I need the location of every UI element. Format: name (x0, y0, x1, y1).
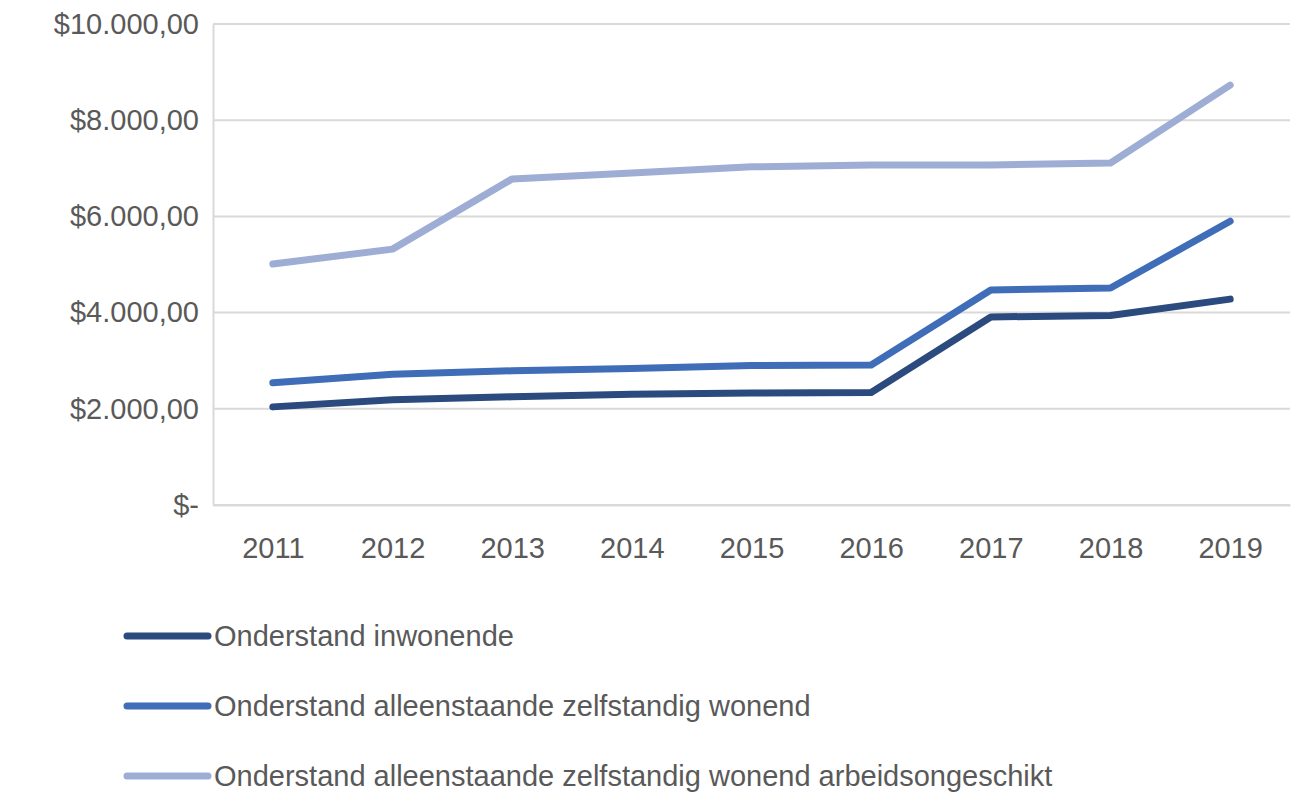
x-tick-label: 2016 (839, 532, 904, 564)
grid-line (213, 119, 1290, 121)
x-axis-line (214, 505, 1291, 507)
legend-swatch (127, 703, 208, 710)
y-tick-label: $8.000,00 (70, 104, 199, 136)
grid-line (213, 408, 1290, 410)
lines (273, 85, 1230, 407)
legend-swatch (127, 633, 208, 640)
grid (213, 24, 1290, 505)
y-tick-label: $10.000,00 (54, 8, 199, 40)
x-tick: 2017 (959, 505, 1024, 564)
grid-line (213, 215, 1290, 217)
legend-item: Onderstand inwonende (127, 620, 514, 652)
series-line (273, 299, 1230, 407)
y-tick: $4.000,00 (70, 296, 213, 328)
x-tick-label: 2011 (242, 532, 304, 564)
legend-item: Onderstand alleenstaande zelfstandig won… (127, 690, 811, 722)
x-tick-label: 2017 (959, 532, 1024, 564)
series-line (273, 85, 1230, 264)
x-tick-label: 2018 (1079, 532, 1144, 564)
y-tick-label: $2.000,00 (70, 393, 199, 425)
legend-item: Onderstand alleenstaande zelfstandig won… (127, 760, 1052, 792)
chart: $- $2.000,00 $4.000,00 $6.000,00 $8.000,00 $1… (0, 0, 1299, 801)
x-tick-label: 2015 (720, 532, 785, 564)
y-axis: $- $2.000,00 $4.000,00 $6.000,00 $8.000,00 $1… (54, 8, 214, 521)
y-tick: $8.000,00 (70, 104, 213, 136)
x-tick: 2019 (1198, 505, 1263, 564)
x-tick-label: 2019 (1198, 532, 1263, 564)
legend-swatch (127, 773, 208, 780)
grid-line (213, 504, 1290, 506)
y-tick: $2.000,00 (70, 393, 213, 425)
grid-line (213, 23, 1290, 25)
y-tick-label: $6.000,00 (70, 200, 199, 232)
x-tick-label: 2014 (600, 532, 665, 564)
series-line (273, 221, 1230, 383)
x-tick: 2013 (480, 505, 545, 564)
x-tick: 2014 (600, 505, 665, 564)
y-tick: $6.000,00 (70, 200, 213, 232)
y-tick: $10.000,00 (54, 8, 213, 40)
x-tick-label: 2013 (480, 532, 545, 564)
x-tick: 2012 (361, 505, 426, 564)
legend-label: Onderstand alleenstaande zelfstandig won… (214, 690, 811, 722)
y-axis-line (213, 25, 215, 506)
x-axis: 2011 2012 2013 2014 2015 2016 2017 2018 2019 (214, 505, 1291, 564)
x-tick: 2018 (1079, 505, 1144, 564)
x-tick: 2015 (720, 505, 785, 564)
legend-label: Onderstand alleenstaande zelfstandig won… (214, 760, 1052, 792)
x-tick: 2011 (242, 505, 304, 564)
y-tick: $- (173, 489, 213, 521)
y-tick-label: $4.000,00 (70, 296, 199, 328)
x-tick: 2016 (839, 505, 904, 564)
y-tick-label: $- (173, 489, 199, 521)
x-tick-label: 2012 (361, 532, 426, 564)
legend: Onderstand inwonende Onderstand alleensta… (127, 620, 1052, 792)
legend-label: Onderstand inwonende (214, 620, 514, 652)
